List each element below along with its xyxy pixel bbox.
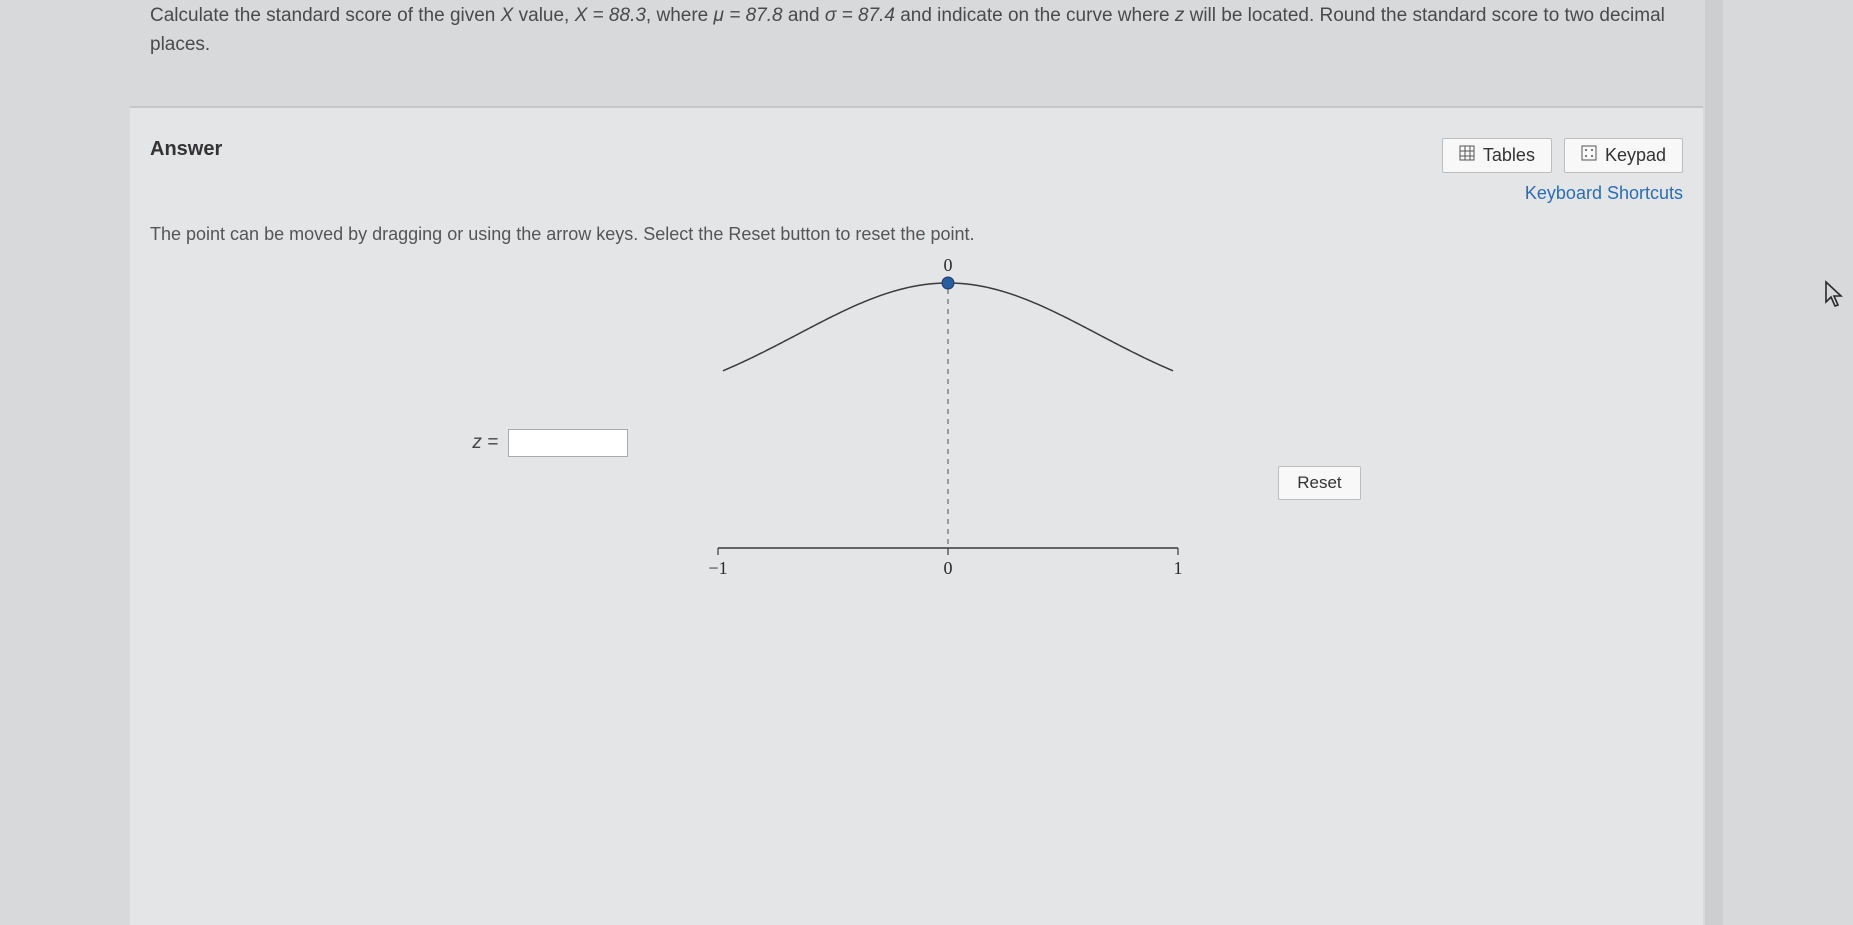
instruction-text: The point can be moved by dragging or us… xyxy=(150,224,1683,245)
keypad-button[interactable]: Keypad xyxy=(1564,138,1683,173)
svg-text:0: 0 xyxy=(944,255,953,275)
question-prefix: Calculate the standard score of the give… xyxy=(150,5,501,26)
question-xeq: X = 88.3 xyxy=(575,5,646,26)
chart-svg[interactable]: −1 0 1 0 xyxy=(688,253,1208,593)
answer-panel: Answer Tables Keypad Keyboard Shortcuts … xyxy=(130,108,1703,925)
keypad-icon xyxy=(1581,145,1597,166)
z-label: z = xyxy=(472,432,498,454)
z-input-group: z = xyxy=(472,429,628,457)
svg-text:1: 1 xyxy=(1174,558,1183,578)
question-text: Calculate the standard score of the give… xyxy=(130,0,1703,89)
reset-button[interactable]: Reset xyxy=(1278,466,1360,500)
question-where: , where xyxy=(646,5,714,26)
normal-curve-chart[interactable]: −1 0 1 0 xyxy=(688,253,1208,593)
z-input[interactable] xyxy=(508,429,628,457)
keypad-button-label: Keypad xyxy=(1605,145,1666,166)
question-locate: and indicate on the curve where xyxy=(895,5,1175,26)
svg-text:−1: −1 xyxy=(709,558,728,578)
question-sigmaeq: σ = 87.4 xyxy=(825,5,895,26)
draggable-point[interactable] xyxy=(942,277,954,289)
question-mueq: μ = 87.8 xyxy=(714,5,783,26)
tables-icon xyxy=(1459,145,1475,166)
question-zvar: z xyxy=(1175,5,1185,26)
keyboard-shortcuts-link[interactable]: Keyboard Shortcuts xyxy=(150,183,1683,204)
question-xvar: X xyxy=(501,5,514,26)
cursor-icon xyxy=(1823,280,1845,315)
vertical-scrollbar[interactable] xyxy=(1705,0,1723,925)
answer-header: Answer Tables Keypad xyxy=(150,138,1683,173)
tables-button[interactable]: Tables xyxy=(1442,138,1552,173)
question-and1: and xyxy=(783,5,825,26)
header-buttons: Tables Keypad xyxy=(1442,138,1683,173)
answer-label: Answer xyxy=(150,138,222,161)
tables-button-label: Tables xyxy=(1483,145,1535,166)
svg-text:0: 0 xyxy=(944,558,953,578)
question-valuetext: value, xyxy=(513,5,574,26)
content-row: z = −1 0 1 0 Reset xyxy=(150,253,1683,593)
